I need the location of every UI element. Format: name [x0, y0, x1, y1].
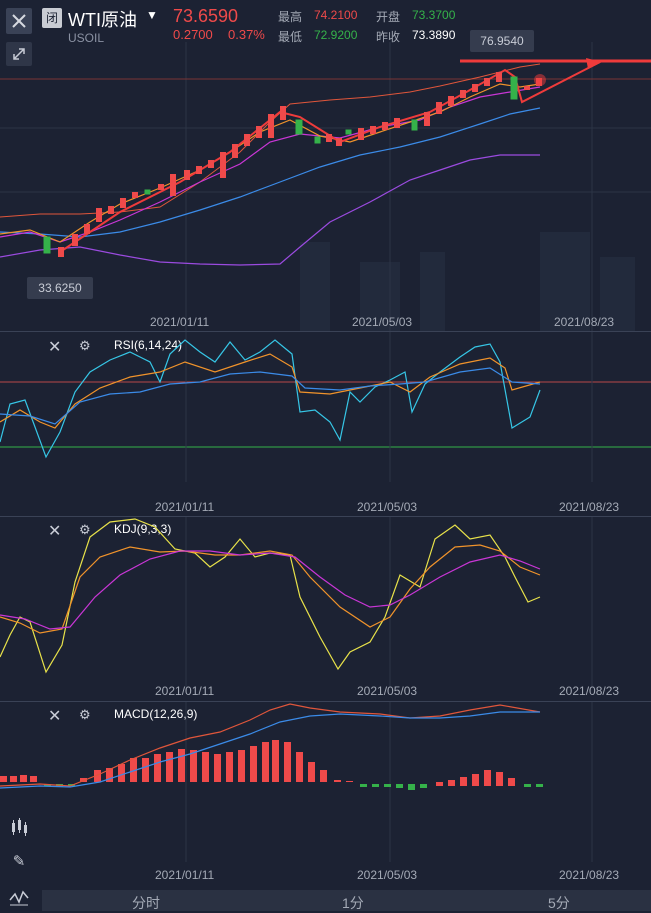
- rsi-date-3: 2021/08/23: [559, 500, 620, 514]
- macd-date-2: 2021/05/03: [357, 868, 418, 882]
- rsi-label: RSI(6,14,24): [114, 338, 183, 352]
- close-icon[interactable]: ✕: [48, 339, 62, 356]
- close-button[interactable]: [6, 8, 32, 34]
- close-icon[interactable]: ✕: [48, 523, 62, 540]
- kdj-chart[interactable]: [0, 517, 651, 687]
- collapse-arrows-icon: [13, 48, 25, 60]
- wave-icon[interactable]: [6, 884, 32, 910]
- macd-histogram-down: [44, 784, 543, 790]
- candles: [43, 72, 542, 257]
- collapse-button[interactable]: [6, 42, 32, 66]
- rsi-date-2: 2021/05/03: [357, 500, 418, 514]
- arrow-head: [586, 58, 602, 69]
- macd-histogram-up: [0, 740, 515, 786]
- panel-divider: [0, 331, 651, 332]
- date-label-2: 2021/05/03: [352, 315, 413, 329]
- rsi-date-1: 2021/01/11: [155, 500, 215, 514]
- low-label: 最低: [278, 30, 303, 44]
- kdj-date-2: 2021/05/03: [357, 684, 418, 698]
- price-change-pct: 0.37%: [228, 27, 265, 42]
- ma-orange-line: [0, 83, 541, 243]
- panel-divider: [0, 701, 651, 702]
- high-label: 最高: [278, 10, 303, 24]
- tab-5min[interactable]: 5分: [548, 895, 570, 911]
- macd-date-1: 2021/01/11: [155, 868, 215, 882]
- rsi-6-line: [0, 339, 541, 459]
- open-label: 开盘: [376, 10, 401, 24]
- wave-icon-graphic: [9, 890, 29, 906]
- chevron-down-icon[interactable]: ▼: [146, 8, 158, 22]
- macd-label: MACD(12,26,9): [114, 707, 198, 721]
- tab-1min[interactable]: 1分: [342, 895, 364, 911]
- panel-divider: [0, 516, 651, 517]
- kdj-k-line: [0, 544, 541, 634]
- macd-dif-line: [0, 703, 541, 787]
- trendline-arrow: [59, 61, 601, 253]
- kdj-date-1: 2021/01/11: [155, 684, 215, 698]
- background-skyline: [300, 232, 635, 332]
- close-icon[interactable]: ✕: [48, 708, 62, 725]
- prev-close-value: 73.3890: [412, 28, 456, 42]
- lower-band-line: [0, 154, 540, 266]
- ma-magenta-line: [0, 86, 541, 243]
- gear-icon[interactable]: ⚙: [79, 338, 91, 353]
- symbol-code: USOIL: [68, 31, 105, 45]
- main-candle-chart[interactable]: [0, 42, 651, 332]
- ma-blue-line: [0, 107, 541, 238]
- candles-icon[interactable]: [6, 814, 32, 840]
- low-value: 72.9200: [314, 28, 358, 42]
- date-label-1: 2021/01/11: [150, 315, 210, 329]
- rsi-chart[interactable]: [0, 332, 651, 482]
- kdj-d-line: [0, 550, 541, 630]
- rsi-24-line: [0, 367, 541, 425]
- prev-close-label: 昨收: [376, 30, 401, 44]
- kdj-date-3: 2021/08/23: [559, 684, 620, 698]
- gear-icon[interactable]: ⚙: [79, 522, 91, 537]
- macd-date-3: 2021/08/23: [559, 868, 620, 882]
- period-tab-bar: [42, 890, 651, 911]
- rsi-14-line: [0, 353, 541, 429]
- high-value: 74.2100: [314, 8, 358, 22]
- pencil-icon[interactable]: ✎: [12, 853, 26, 870]
- date-label-3: 2021/08/23: [554, 315, 615, 329]
- last-price: 73.6590: [173, 6, 239, 26]
- macd-dea-line: [0, 711, 540, 789]
- tab-timeshare[interactable]: 分时: [132, 895, 160, 911]
- max-price-label: 76.9540: [470, 30, 534, 52]
- min-price-label: 33.6250: [27, 277, 93, 299]
- kdj-label: KDJ(9,3,3): [114, 522, 172, 536]
- candles-icon-graphic: [12, 818, 27, 836]
- symbol-name[interactable]: WTI原油: [68, 10, 137, 30]
- gear-icon[interactable]: ⚙: [79, 707, 91, 722]
- market-closed-badge: 闭: [42, 8, 62, 28]
- upper-band-line: [0, 63, 541, 218]
- kdj-j-line: [0, 518, 541, 674]
- open-value: 73.3700: [412, 8, 456, 22]
- last-price-marker: [534, 74, 546, 86]
- quote-header: [0, 0, 651, 42]
- macd-chart[interactable]: [0, 702, 651, 862]
- price-change: 0.2700: [173, 27, 213, 42]
- close-icon: [12, 14, 26, 28]
